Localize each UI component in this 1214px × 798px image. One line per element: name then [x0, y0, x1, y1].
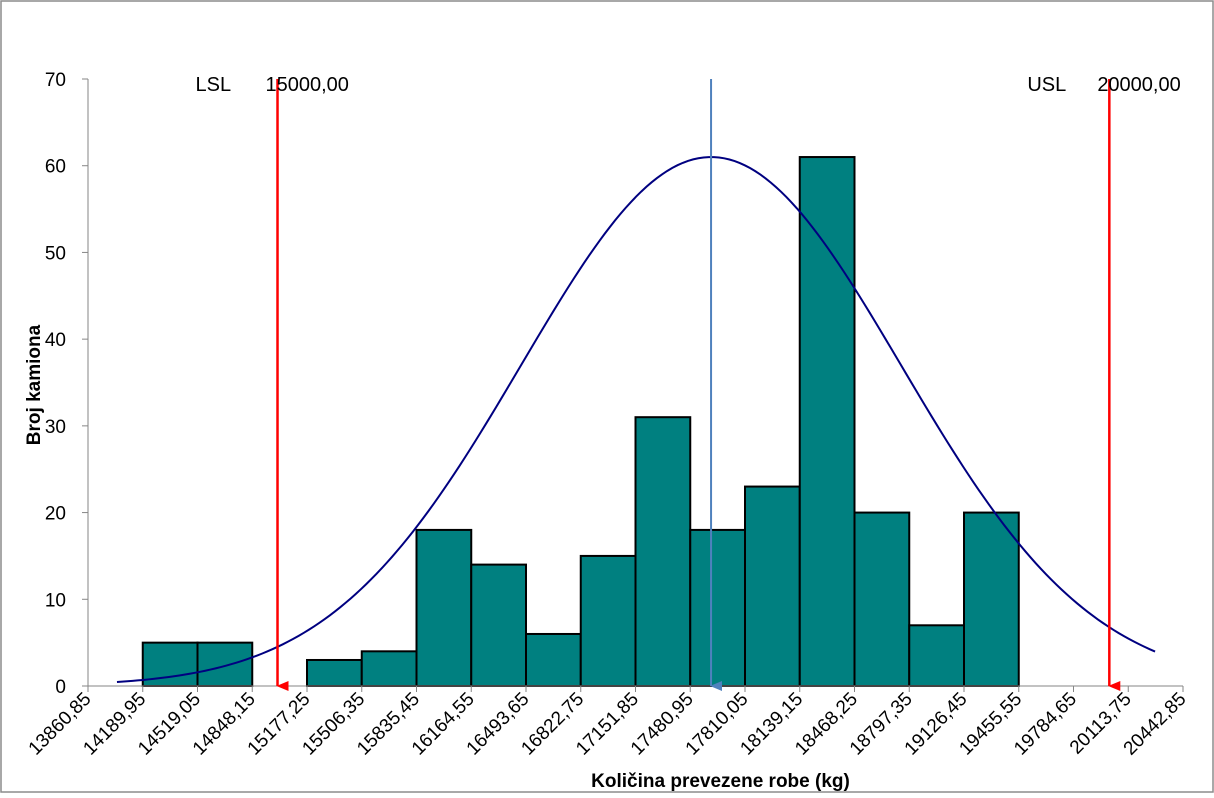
y-tick-label: 70 [45, 70, 66, 91]
normal-curve [116, 156, 1156, 684]
bar [744, 485, 801, 687]
bar [853, 511, 911, 687]
y-tick-label: 30 [45, 417, 66, 438]
bar [306, 658, 363, 688]
bar [470, 563, 527, 687]
y-tick-label: 0 [55, 677, 66, 698]
bar [196, 641, 254, 688]
bar [634, 416, 692, 687]
y-tick-label: 20 [45, 504, 66, 525]
spec-limit-name: LSL [196, 74, 232, 96]
bar [798, 156, 856, 688]
spec-limit-value: 15000,00 [266, 74, 349, 96]
bar [360, 650, 418, 687]
spec-limit-name: USL [1027, 74, 1066, 96]
y-axis-title: Broj kamiona [24, 324, 45, 445]
y-tick-label: 10 [45, 590, 66, 611]
spec-limit-value: 20000,00 [1097, 74, 1180, 96]
x-axis-title: Količina prevezene robe (kg) [591, 771, 850, 792]
y-tick-label: 60 [45, 157, 66, 178]
bar [415, 528, 473, 688]
y-tick-label: 50 [45, 243, 66, 264]
bar [908, 624, 965, 687]
y-tick-label: 40 [45, 330, 66, 351]
bar [525, 632, 582, 688]
bar [689, 528, 746, 688]
bar [579, 554, 637, 688]
bar [963, 511, 1020, 687]
